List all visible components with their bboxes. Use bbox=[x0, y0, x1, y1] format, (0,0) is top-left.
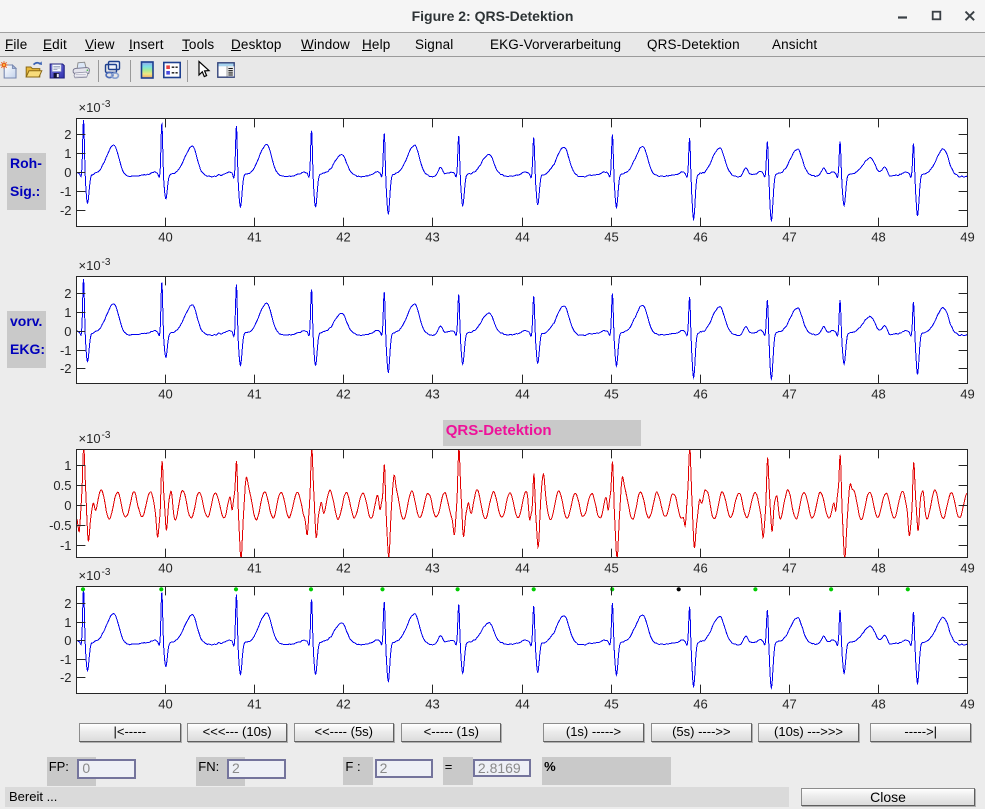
svg-text:42: 42 bbox=[336, 387, 350, 402]
svg-text:1: 1 bbox=[64, 146, 71, 161]
svg-text:-0.5: -0.5 bbox=[49, 518, 71, 533]
svg-text:-1: -1 bbox=[60, 343, 72, 358]
svg-text:48: 48 bbox=[871, 230, 885, 245]
svg-text:42: 42 bbox=[336, 697, 350, 712]
svg-text:45: 45 bbox=[604, 561, 618, 576]
svg-text:49: 49 bbox=[960, 561, 974, 576]
svg-text:1: 1 bbox=[64, 305, 71, 320]
svg-text:45: 45 bbox=[604, 387, 618, 402]
svg-text:2: 2 bbox=[64, 286, 71, 301]
svg-text:42: 42 bbox=[336, 230, 350, 245]
svg-text:41: 41 bbox=[247, 697, 261, 712]
svg-text:46: 46 bbox=[693, 561, 707, 576]
svg-text:×10: ×10 bbox=[79, 431, 101, 446]
svg-text:41: 41 bbox=[247, 387, 261, 402]
svg-text:46: 46 bbox=[693, 387, 707, 402]
svg-text:-3: -3 bbox=[102, 567, 111, 578]
svg-text:43: 43 bbox=[425, 697, 439, 712]
svg-text:43: 43 bbox=[425, 561, 439, 576]
svg-text:47: 47 bbox=[782, 230, 796, 245]
svg-text:46: 46 bbox=[693, 230, 707, 245]
svg-text:40: 40 bbox=[158, 697, 172, 712]
svg-text:×10: ×10 bbox=[79, 100, 101, 115]
svg-text:40: 40 bbox=[158, 230, 172, 245]
svg-text:-2: -2 bbox=[60, 203, 72, 218]
svg-text:2: 2 bbox=[64, 127, 71, 142]
svg-text:×10: ×10 bbox=[79, 568, 101, 583]
svg-text:41: 41 bbox=[247, 230, 261, 245]
svg-text:49: 49 bbox=[960, 387, 974, 402]
svg-text:46: 46 bbox=[693, 697, 707, 712]
svg-text:48: 48 bbox=[871, 387, 885, 402]
svg-text:0: 0 bbox=[64, 165, 71, 180]
svg-text:45: 45 bbox=[604, 230, 618, 245]
svg-text:49: 49 bbox=[960, 230, 974, 245]
svg-text:44: 44 bbox=[515, 230, 529, 245]
svg-text:43: 43 bbox=[425, 387, 439, 402]
svg-text:-2: -2 bbox=[60, 361, 72, 376]
svg-text:47: 47 bbox=[782, 697, 796, 712]
svg-text:0: 0 bbox=[64, 324, 71, 339]
svg-text:45: 45 bbox=[604, 697, 618, 712]
svg-text:1: 1 bbox=[64, 458, 71, 473]
svg-text:0: 0 bbox=[64, 498, 71, 513]
svg-text:-2: -2 bbox=[60, 670, 72, 685]
svg-text:-1: -1 bbox=[60, 538, 72, 553]
svg-text:-3: -3 bbox=[102, 257, 111, 268]
svg-text:0: 0 bbox=[64, 633, 71, 648]
svg-text:1: 1 bbox=[64, 615, 71, 630]
svg-text:44: 44 bbox=[515, 387, 529, 402]
svg-text:47: 47 bbox=[782, 387, 796, 402]
svg-text:44: 44 bbox=[515, 561, 529, 576]
svg-text:47: 47 bbox=[782, 561, 796, 576]
svg-text:-1: -1 bbox=[60, 652, 72, 667]
svg-text:48: 48 bbox=[871, 561, 885, 576]
svg-text:48: 48 bbox=[871, 697, 885, 712]
svg-text:-3: -3 bbox=[102, 430, 111, 441]
svg-text:49: 49 bbox=[960, 697, 974, 712]
svg-text:40: 40 bbox=[158, 561, 172, 576]
svg-text:-1: -1 bbox=[60, 184, 72, 199]
svg-text:44: 44 bbox=[515, 697, 529, 712]
svg-text:43: 43 bbox=[425, 230, 439, 245]
svg-text:-3: -3 bbox=[102, 99, 111, 110]
svg-text:×10: ×10 bbox=[79, 258, 101, 273]
svg-text:0.5: 0.5 bbox=[53, 478, 71, 493]
svg-text:40: 40 bbox=[158, 387, 172, 402]
svg-text:42: 42 bbox=[336, 561, 350, 576]
svg-text:41: 41 bbox=[247, 561, 261, 576]
svg-text:2: 2 bbox=[64, 596, 71, 611]
